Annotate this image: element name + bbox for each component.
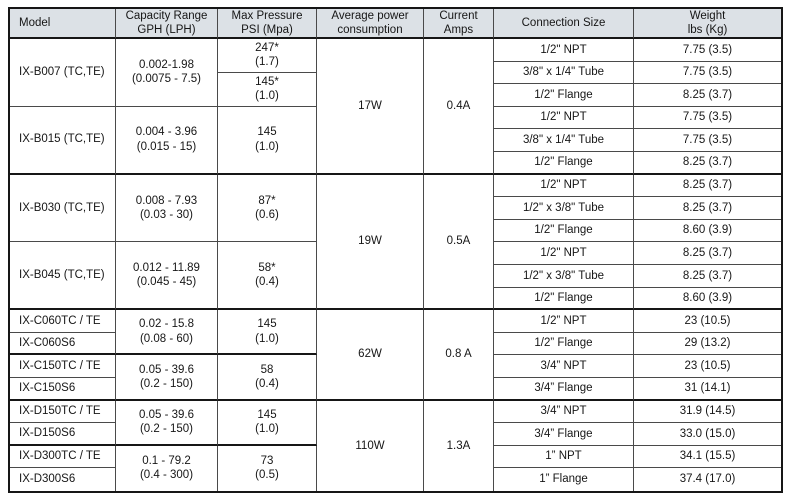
weight-cell: 29 (13.2) xyxy=(634,333,781,356)
model-cell: IX-B015 (TC,TE) xyxy=(10,106,116,175)
weight-cell: 37.4 (17.0) xyxy=(679,473,736,486)
current-cell: 0.4A xyxy=(424,39,494,175)
weight-cell: 8.25 (3.7) xyxy=(634,265,781,288)
power-cell: 17W xyxy=(317,39,424,175)
weight-cell: 23 (10.5) xyxy=(634,310,781,333)
weight-cell: 7.75 (3.5) xyxy=(634,62,781,85)
capacity-cell: 0.004 - 3.96 (0.015 - 15) xyxy=(116,106,218,175)
connection-cell: 1/2" x 3/8" Tube xyxy=(494,197,634,220)
current-cell: 0.8 A xyxy=(424,310,494,401)
connection-cell: 3/8" x 1/4" Tube xyxy=(494,61,634,85)
connection-cell: 1/2" Flange xyxy=(494,219,634,243)
capacity-cell: 0.02 - 15.8 (0.08 - 60) xyxy=(116,310,218,356)
power-cell: 110W xyxy=(317,400,424,491)
capacity-cell: 0.05 - 39.6 (0.2 - 150) xyxy=(116,400,218,446)
connection-cell: 3/4” Flange xyxy=(494,377,634,401)
weight-cell: 8.25 (3.7) xyxy=(634,197,781,220)
weight-cell: 7.75 (3.5) xyxy=(634,129,781,152)
weight-cell: 8.25 (3.7) xyxy=(634,175,781,198)
pressure-cell: 145 (1.0) xyxy=(218,310,317,356)
pressure-cell: 58 (0.4) xyxy=(218,355,317,401)
model-cell: IX-B045 (TC,TE) xyxy=(10,242,116,311)
column-header-capacity: Capacity Range GPH (LPH) xyxy=(116,9,218,39)
connection-cell: 1/2" NPT xyxy=(494,39,634,62)
model-cell: IX-B030 (TC,TE) xyxy=(10,174,116,243)
column-header-model: Model xyxy=(10,9,116,39)
weight-cell: 34.1 (15.5) xyxy=(634,446,781,469)
pump-spec-table: Model Capacity Range GPH (LPH) Max Press… xyxy=(8,7,783,493)
current-cell: 0.5A xyxy=(424,174,494,311)
weight-cell: 8.25 (3.7) xyxy=(634,84,781,107)
connection-cell: 3/4” NPT xyxy=(494,355,634,378)
model-cell: IX-C150S6 xyxy=(10,377,116,401)
pressure-cell: 87* (0.6) xyxy=(218,174,317,243)
capacity-cell: 0.008 - 7.93 (0.03 - 30) xyxy=(116,174,218,243)
pressure-cell: 247* (1.7) xyxy=(218,39,317,73)
column-header-connection: Connection Size xyxy=(494,9,634,39)
model-cell: IX-C150TC / TE xyxy=(10,355,116,378)
capacity-cell: 0.1 - 79.2 (0.4 - 300) xyxy=(116,445,218,491)
current-cell: 1.3A xyxy=(424,400,494,491)
connection-cell: 1” Flange xyxy=(494,468,634,491)
model-cell: IX-C060TC / TE xyxy=(10,310,116,333)
connection-cell: 1/2" NPT xyxy=(494,174,634,198)
connection-cell: 1/2" Flange xyxy=(494,151,634,175)
connection-cell: 3/4” Flange xyxy=(494,423,634,446)
pressure-cell: 73 (0.5) xyxy=(218,445,317,491)
connection-cell: 1/2" NPT xyxy=(494,242,634,265)
connection-cell: 1/2" NPT xyxy=(494,106,634,130)
connection-cell: 1/2” Flange xyxy=(494,332,634,356)
weight-cell: 31.9 (14.5) xyxy=(634,401,781,424)
pressure-cell: 145 (1.0) xyxy=(218,400,317,446)
column-header-weight: Weight lbs (Kg) xyxy=(634,9,781,39)
power-cell: 19W xyxy=(317,174,424,311)
weight-cell: 8.60 (3.9) xyxy=(634,220,781,243)
pressure-cell: 145* (1.0) xyxy=(218,72,317,107)
model-cell: IX-C060S6 xyxy=(10,332,116,356)
weight-cell: 23 (10.5) xyxy=(634,355,781,378)
connection-cell: 1/2" x 3/8" Tube xyxy=(494,264,634,288)
capacity-cell: 0.05 - 39.6 (0.2 - 150) xyxy=(116,355,218,401)
column-header-pressure: Max Pressure PSI (Mpa) xyxy=(218,9,317,39)
column-header-power: Average power consumption xyxy=(317,9,424,39)
weight-cell: 33.0 (15.0) xyxy=(634,423,781,446)
connection-cell: 3/4” NPT xyxy=(494,400,634,424)
weight-cell: 8.25 (3.7) xyxy=(634,242,781,265)
weight-cell: 31 (14.1) xyxy=(634,378,781,401)
weight-cell: 8.60 (3.9) xyxy=(634,288,781,311)
connection-cell: 3/8" x 1/4" Tube xyxy=(494,129,634,152)
column-header-current: Current Amps xyxy=(424,9,494,39)
capacity-cell: 0.012 - 11.89 (0.045 - 45) xyxy=(116,242,218,311)
model-cell: IX-D300S6 xyxy=(10,468,116,491)
connection-cell: 1/2" Flange xyxy=(494,84,634,107)
connection-cell: 1” NPT xyxy=(494,445,634,469)
pressure-cell: 145 (1.0) xyxy=(218,106,317,175)
pressure-cell: 58* (0.4) xyxy=(218,242,317,311)
capacity-cell: 0.002-1.98 (0.0075 - 7.5) xyxy=(116,39,218,107)
weight-cell: 8.25 (3.7) xyxy=(634,152,781,175)
weight-cell: 7.75 (3.5) xyxy=(634,107,781,130)
model-cell: IX-D300TC / TE xyxy=(10,445,116,469)
power-cell: 62W xyxy=(317,310,424,401)
connection-cell: 1/2" Flange xyxy=(494,287,634,311)
connection-cell: 1/2” NPT xyxy=(494,310,634,333)
model-cell: IX-D150S6 xyxy=(10,423,116,446)
weight-cell: 7.75 (3.5) xyxy=(634,39,781,62)
model-cell: IX-B007 (TC,TE) xyxy=(10,39,116,107)
model-cell: IX-D150TC / TE xyxy=(10,400,116,424)
